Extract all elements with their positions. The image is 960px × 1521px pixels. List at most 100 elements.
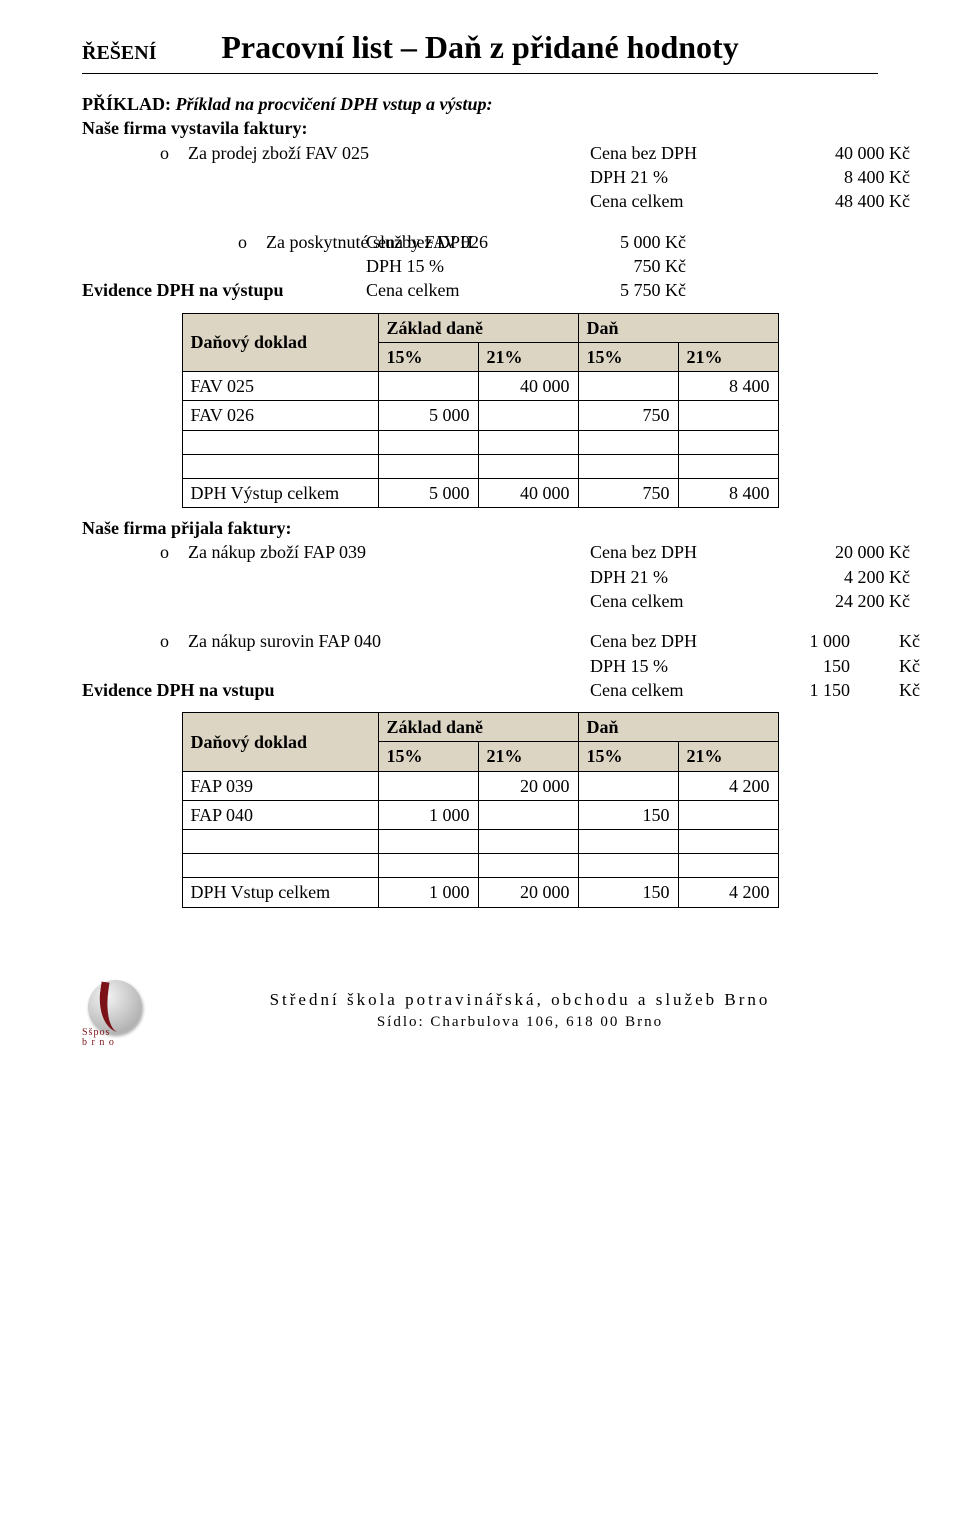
fav025-r1l: Cena bez DPH bbox=[590, 141, 750, 165]
t1-r0-label: FAV 025 bbox=[182, 372, 378, 401]
t1-r1-label: FAV 026 bbox=[182, 401, 378, 430]
fap040-block: Za nákup surovin FAP 040 Cena bez DPH 1 … bbox=[82, 629, 878, 702]
t1-total-label: DPH Výstup celkem bbox=[182, 478, 378, 507]
fap040-r2l: DPH 15 % bbox=[590, 654, 760, 678]
t2-group1: Základ daně bbox=[378, 713, 578, 742]
t2-r0-c2 bbox=[578, 771, 678, 800]
example-text: Příklad na procvičení DPH vstup a výstup… bbox=[176, 94, 493, 114]
fap039-r2v: 4 200 Kč bbox=[750, 565, 910, 589]
table-row bbox=[182, 854, 778, 878]
fav025-r3l: Cena celkem bbox=[590, 189, 750, 213]
fap040-r3l: Cena celkem bbox=[590, 678, 760, 702]
page-title: Pracovní list – Daň z přidané hodnoty bbox=[82, 26, 878, 69]
table-row bbox=[182, 830, 778, 854]
t2-r1-c2: 150 bbox=[578, 801, 678, 830]
fav025-r2l: DPH 21 % bbox=[590, 165, 750, 189]
t2-r0-c0 bbox=[378, 771, 478, 800]
t1-r1-c3 bbox=[678, 401, 778, 430]
t1-total-1: 40 000 bbox=[478, 478, 578, 507]
t2-r1-c3 bbox=[678, 801, 778, 830]
fap040-r2v: 150 bbox=[760, 654, 850, 678]
table-row: DPH Vstup celkem 1 000 20 000 150 4 200 bbox=[182, 878, 778, 907]
fap040-r1u: Kč bbox=[850, 629, 920, 653]
t1-r0-c0 bbox=[378, 372, 478, 401]
t1-r1-c1 bbox=[478, 401, 578, 430]
fav025-r3v: 48 400 Kč bbox=[750, 189, 910, 213]
example-line: PŘÍKLAD: Příklad na procvičení DPH vstup… bbox=[82, 92, 878, 116]
t2-r1-c0: 1 000 bbox=[378, 801, 478, 830]
fav026-r1l: Cena bez DPH bbox=[366, 230, 526, 254]
fap039-r1l: Cena bez DPH bbox=[590, 540, 750, 564]
page-footer: Sšpos b r n o Střední škola potravinářsk… bbox=[82, 978, 878, 1044]
t2-total-1: 20 000 bbox=[478, 878, 578, 907]
table-row: FAV 026 5 000 750 bbox=[182, 401, 778, 430]
fap040-r3u: Kč bbox=[850, 678, 920, 702]
footer-line-2: Sídlo: Charbulova 106, 618 00 Brno bbox=[162, 1012, 878, 1032]
table-row bbox=[182, 454, 778, 478]
t1-r1-c2: 750 bbox=[578, 401, 678, 430]
t1-total-3: 8 400 bbox=[678, 478, 778, 507]
t1-sub-0: 15% bbox=[378, 342, 478, 371]
t2-sub-0: 15% bbox=[378, 742, 478, 771]
solution-tag: ŘEŠENÍ bbox=[82, 40, 156, 67]
table-row: FAP 039 20 000 4 200 bbox=[182, 771, 778, 800]
t2-group2: Daň bbox=[578, 713, 778, 742]
table-row: FAP 040 1 000 150 bbox=[182, 801, 778, 830]
t1-total-0: 5 000 bbox=[378, 478, 478, 507]
t1-head-left: Daňový doklad bbox=[182, 313, 378, 372]
fav025-row3: Cena celkem 48 400 Kč bbox=[82, 189, 878, 213]
output-tax-table: Daňový doklad Základ daně Daň 15% 21% 15… bbox=[182, 313, 779, 508]
fap040-r3v: 1 150 bbox=[760, 678, 850, 702]
t1-sub-2: 15% bbox=[578, 342, 678, 371]
fap039-row3: Cena celkem 24 200 Kč bbox=[82, 589, 878, 613]
fav025-desc: Za prodej zboží FAV 025 bbox=[160, 141, 590, 165]
t2-sub-1: 21% bbox=[478, 742, 578, 771]
fav026-r3l: Cena celkem bbox=[366, 278, 526, 302]
t1-sub-3: 21% bbox=[678, 342, 778, 371]
received-heading: Naše firma přijala faktury: bbox=[82, 516, 878, 540]
t2-total-2: 150 bbox=[578, 878, 678, 907]
fav025-row2: DPH 21 % 8 400 Kč bbox=[82, 165, 878, 189]
t2-sub-3: 21% bbox=[678, 742, 778, 771]
fav026-block: Evidence DPH na výstupu Za poskytnuté sl… bbox=[82, 230, 878, 303]
fap039-row2: DPH 21 % 4 200 Kč bbox=[82, 565, 878, 589]
example-label: PŘÍKLAD: bbox=[82, 94, 171, 114]
t2-total-label: DPH Vstup celkem bbox=[182, 878, 378, 907]
t2-head-left: Daňový doklad bbox=[182, 713, 378, 772]
fap039-r2l: DPH 21 % bbox=[590, 565, 750, 589]
fav026-r2l: DPH 15 % bbox=[366, 254, 526, 278]
input-heading: Evidence DPH na vstupu bbox=[82, 678, 275, 702]
t2-r0-c3: 4 200 bbox=[678, 771, 778, 800]
t1-r0-c3: 8 400 bbox=[678, 372, 778, 401]
fav025-r2v: 8 400 Kč bbox=[750, 165, 910, 189]
t1-sub-1: 21% bbox=[478, 342, 578, 371]
fav025-row1: Za prodej zboží FAV 025 Cena bez DPH 40 … bbox=[82, 141, 878, 165]
fav026-r3v: 5 750 Kč bbox=[526, 278, 686, 302]
t1-group2: Daň bbox=[578, 313, 778, 342]
logo-text-2: b r n o bbox=[82, 1037, 115, 1048]
fap039-row1: Za nákup zboží FAP 039 Cena bez DPH 20 0… bbox=[82, 540, 878, 564]
fap039-r3v: 24 200 Kč bbox=[750, 589, 910, 613]
input-tax-table: Daňový doklad Základ daně Daň 15% 21% 15… bbox=[182, 712, 779, 907]
table-row: DPH Výstup celkem 5 000 40 000 750 8 400 bbox=[182, 478, 778, 507]
page-header: ŘEŠENÍ Pracovní list – Daň z přidané hod… bbox=[82, 26, 878, 74]
fap040-r1l: Cena bez DPH bbox=[590, 629, 760, 653]
fav026-r1v: 5 000 Kč bbox=[526, 230, 686, 254]
table-row: FAV 025 40 000 8 400 bbox=[182, 372, 778, 401]
t2-r0-label: FAP 039 bbox=[182, 771, 378, 800]
fap040-row3: Evidence DPH na vstupu Cena celkem 1 150… bbox=[82, 678, 878, 702]
fap040-row1: Za nákup surovin FAP 040 Cena bez DPH 1 … bbox=[82, 629, 878, 653]
table-row bbox=[182, 430, 778, 454]
t1-r0-c1: 40 000 bbox=[478, 372, 578, 401]
t1-total-2: 750 bbox=[578, 478, 678, 507]
t1-r0-c2 bbox=[578, 372, 678, 401]
school-logo-icon: Sšpos b r n o bbox=[82, 978, 148, 1044]
fap040-desc: Za nákup surovin FAP 040 bbox=[160, 629, 590, 653]
fap040-r2u: Kč bbox=[850, 654, 920, 678]
fav026-r2v: 750 Kč bbox=[526, 254, 686, 278]
t1-group1: Základ daně bbox=[378, 313, 578, 342]
t2-sub-2: 15% bbox=[578, 742, 678, 771]
fap039-r1v: 20 000 Kč bbox=[750, 540, 910, 564]
issued-heading: Naše firma vystavila faktury: bbox=[82, 116, 878, 140]
t2-r1-c1 bbox=[478, 801, 578, 830]
